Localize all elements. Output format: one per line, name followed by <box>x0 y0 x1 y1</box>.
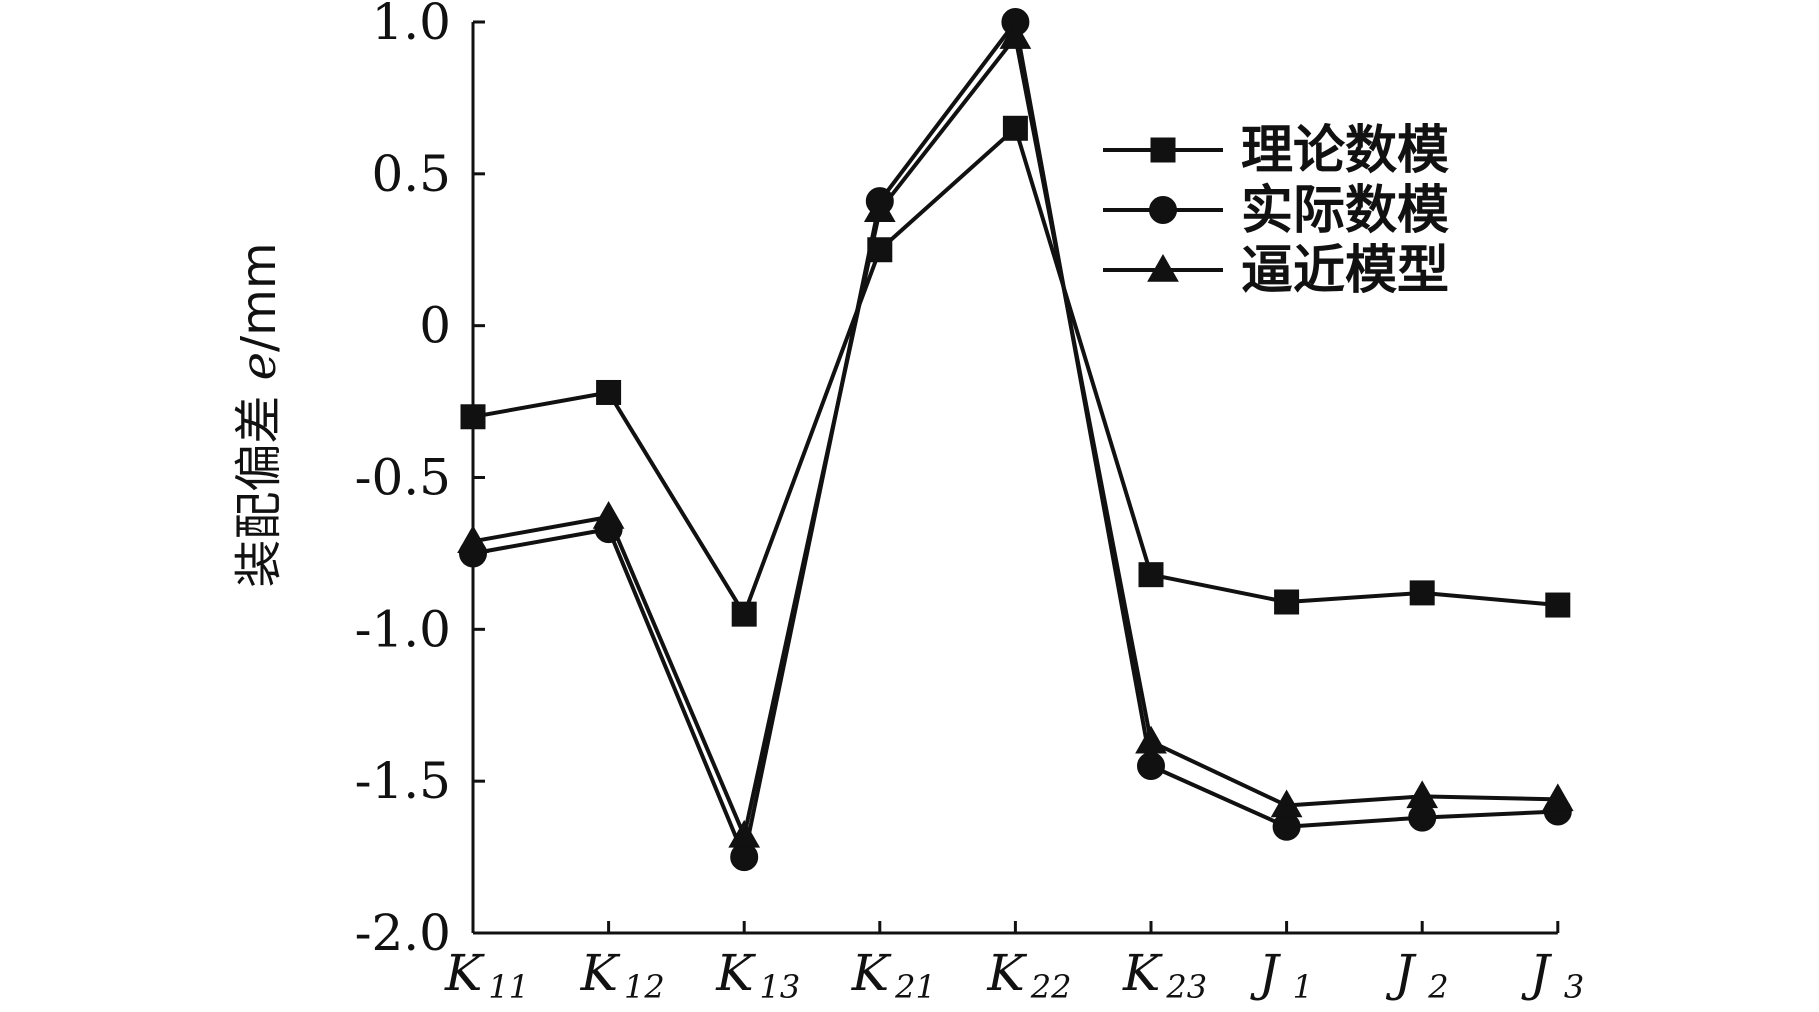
data-point <box>1406 780 1439 809</box>
data-point <box>457 525 489 554</box>
x-tick-label-main: J <box>1521 944 1553 1002</box>
data-point <box>460 404 486 430</box>
data-point <box>863 194 896 223</box>
legend-item: 理论数模 <box>1103 121 1449 181</box>
series-layer <box>457 8 1574 872</box>
legend-item: 实际数模 <box>1103 181 1449 241</box>
y-axis: -2.0 -1.5 -1.0 -0.5 0 0.5 1.0 <box>355 0 485 962</box>
x-tick-label-sub: 22 <box>1030 968 1072 1006</box>
x-tick-label: K 13 <box>715 944 800 1006</box>
data-point <box>730 843 759 872</box>
x-tick-label-main: K <box>1122 944 1163 1002</box>
data-point <box>1409 580 1435 606</box>
y-axis-label-unit: /mm <box>231 242 287 352</box>
data-point <box>1137 751 1165 780</box>
x-tick-label-sub: 13 <box>760 968 801 1006</box>
x-tick-label-sub: 1 <box>1293 968 1313 1006</box>
legend-label: 逼近模型 <box>1241 241 1449 301</box>
x-tick-label-main: K <box>580 944 621 1002</box>
y-tick-label: 1.0 <box>371 0 451 51</box>
x-tick-label-sub: 3 <box>1564 968 1584 1006</box>
series-triangle <box>457 21 1574 848</box>
x-tick-label-sub: 12 <box>624 968 665 1006</box>
y-axis-label-variable: e <box>231 352 287 380</box>
y-tick-label: -0.5 <box>355 449 451 507</box>
x-axis: K 11 K 12 K 13 K 21 K 22 K 23 J 1 J 2 J 3 <box>444 921 1584 1006</box>
x-tick-label: K 11 <box>444 944 529 1006</box>
legend-label: 理论数模 <box>1241 121 1449 181</box>
data-point <box>728 819 761 848</box>
x-tick-label: K 23 <box>1122 944 1207 1006</box>
legend-label: 实际数模 <box>1241 181 1449 241</box>
x-tick-label-main: K <box>986 944 1027 1002</box>
legend-marker <box>1147 253 1179 282</box>
data-point <box>1135 725 1167 754</box>
x-tick-label: K 12 <box>580 944 665 1006</box>
data-point <box>1545 592 1571 618</box>
x-tick-label-main: J <box>1385 944 1417 1002</box>
y-tick-label: 0 <box>419 297 451 355</box>
x-tick-label-sub: 23 <box>1165 968 1207 1006</box>
data-point <box>592 500 625 529</box>
data-point <box>1138 562 1164 588</box>
y-tick-label: -1.0 <box>355 600 451 658</box>
y-tick-label: -2.0 <box>355 904 451 962</box>
series-square <box>460 115 1571 627</box>
data-point <box>1541 783 1574 812</box>
legend-item: 逼近模型 <box>1103 241 1449 301</box>
x-tick-label-main: K <box>851 944 892 1002</box>
data-point <box>1002 115 1028 141</box>
x-tick-label-sub: 11 <box>488 968 529 1006</box>
data-point <box>999 21 1032 49</box>
x-tick-label-sub: 2 <box>1427 968 1448 1006</box>
legend-marker <box>1150 137 1176 163</box>
x-tick-label-sub: 21 <box>894 968 936 1006</box>
y-tick-label: -1.5 <box>355 752 451 810</box>
data-point <box>1274 589 1300 615</box>
data-point <box>1270 789 1303 818</box>
x-tick-label-main: K <box>444 944 485 1002</box>
y-tick-label: 0.5 <box>371 145 451 203</box>
legend-marker <box>1149 196 1177 224</box>
x-tick-label: K 22 <box>986 944 1071 1006</box>
data-point <box>731 601 757 627</box>
data-point <box>1408 803 1437 832</box>
x-tick-label: K 21 <box>851 944 936 1006</box>
y-axis-label: 装配偏差 e/mm <box>231 242 287 587</box>
data-point <box>1272 812 1301 841</box>
x-tick-label-main: K <box>715 944 756 1002</box>
y-axis-label-text: 装配偏差 <box>231 380 287 587</box>
x-tick-label-main: J <box>1250 944 1282 1002</box>
data-point <box>596 379 622 405</box>
